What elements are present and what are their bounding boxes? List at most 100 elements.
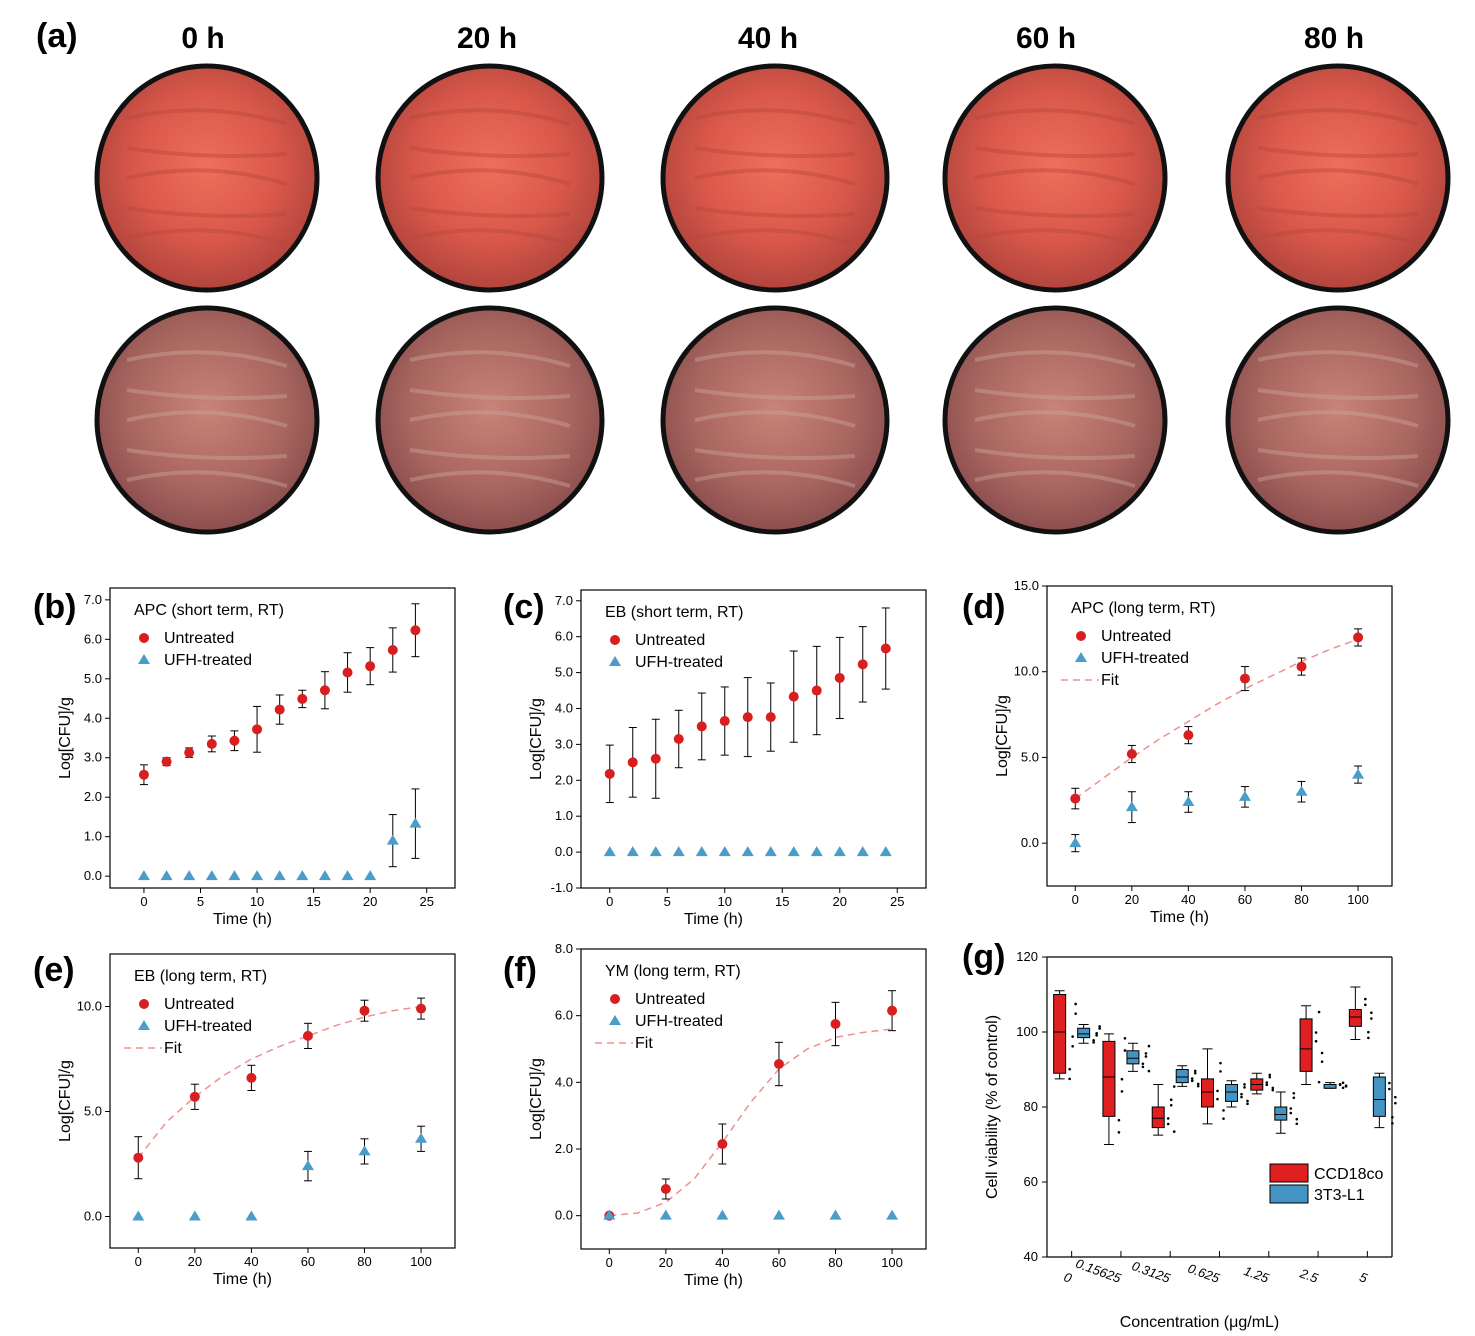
legend-label: Untreated — [635, 632, 705, 649]
treated-meat-photo-1 — [375, 305, 605, 535]
panel-label-f: (f) — [503, 951, 537, 989]
untreated-point — [229, 735, 240, 746]
legend-label: UFH-treated — [164, 1018, 252, 1035]
ufh-point — [1069, 837, 1082, 848]
legend-label: Fit — [1101, 672, 1119, 689]
y-tick-label: 100 — [1016, 1024, 1038, 1039]
raw-data-dot — [1169, 1098, 1173, 1101]
untreated-point — [184, 747, 195, 758]
ufh-point — [1238, 790, 1251, 801]
y-tick-label: -1.0 — [551, 880, 573, 895]
ufh-point — [787, 846, 800, 857]
meat-texture-streak — [694, 350, 856, 368]
ufh-point — [649, 846, 662, 857]
untreated-point — [719, 716, 730, 727]
untreated-point — [696, 721, 707, 732]
untreated-point — [274, 704, 285, 715]
legend-label: UFH-treated — [635, 1013, 723, 1030]
untreated-point — [1183, 730, 1194, 741]
x-tick-label: 1.25 — [1242, 1263, 1272, 1286]
raw-data-dot — [1394, 1095, 1397, 1099]
x-tick-label: 2.5 — [1297, 1265, 1321, 1286]
x-tick-label: 5 — [664, 894, 671, 909]
y-tick-label: 6.0 — [84, 631, 102, 646]
meat-texture-streak — [1257, 228, 1419, 246]
untreated-point — [857, 659, 868, 670]
chart-title: APC (short term, RT) — [134, 602, 284, 619]
meat-texture-streak — [409, 448, 571, 460]
ufh-point — [626, 846, 639, 857]
ufh-point — [137, 870, 150, 881]
3T3-L1-box — [1372, 1076, 1386, 1117]
raw-data-dot — [1367, 1030, 1370, 1034]
y-tick-label: 6.0 — [555, 1008, 573, 1023]
raw-data-dot — [1123, 1049, 1127, 1052]
y-tick-label: 5.0 — [1021, 749, 1039, 764]
untreated-point — [627, 757, 638, 768]
untreated-point — [604, 768, 615, 779]
ufh-point — [886, 1209, 899, 1220]
raw-data-dot — [1172, 1085, 1176, 1088]
chart-title: EB (long term, RT) — [134, 968, 267, 985]
raw-data-dot — [1314, 1039, 1318, 1043]
time-label-4: 80 h — [1304, 22, 1364, 55]
plot-frame — [580, 948, 927, 1250]
ufh-point — [718, 846, 731, 857]
y-tick-label: 2.0 — [84, 789, 102, 804]
meat-texture-streak — [974, 448, 1136, 460]
ufh-point — [318, 870, 331, 881]
legend-swatch — [1269, 1184, 1309, 1204]
x-tick-label: 20 — [363, 894, 377, 909]
untreated-point — [138, 769, 149, 780]
raw-data-dot — [1095, 1032, 1098, 1035]
x-tick-label: 60 — [301, 1254, 315, 1269]
y-tick-label: 7.0 — [555, 593, 573, 608]
x-axis-title: Concentration (μg/mL) — [1120, 1314, 1280, 1331]
meat-texture-streak — [126, 206, 288, 218]
y-tick-label: 10.0 — [1014, 664, 1039, 679]
untreated-point — [660, 1184, 671, 1194]
raw-data-dot — [1071, 1044, 1074, 1048]
untreated-point — [359, 1005, 370, 1016]
meat-photo-grid: 0 h 20 h 40 h 60 h 80 h — [94, 22, 1451, 535]
untreated-point — [673, 734, 684, 744]
raw-data-dot — [1190, 1077, 1194, 1080]
raw-data-dot — [1338, 1082, 1342, 1086]
ufh-point — [659, 1209, 672, 1220]
raw-data-dot — [1120, 1077, 1124, 1081]
chart-b: (b) 0 5 10 15 20 25 0.0 1.0 2.0 3.0 4.0 5.0 6.0 7.0 Tim… — [33, 587, 456, 928]
raw-data-dot — [1196, 1084, 1200, 1088]
meat-texture-streak — [974, 168, 1136, 186]
x-tick-label: 10 — [250, 894, 264, 909]
raw-data-dot — [1193, 1069, 1197, 1073]
raw-data-dot — [1068, 1077, 1071, 1081]
untreated-point — [1296, 661, 1307, 672]
raw-data-dot — [1367, 1036, 1370, 1040]
CCD18co-box — [1299, 1018, 1313, 1072]
meat-texture-streak — [974, 108, 1136, 126]
ufh-point — [695, 846, 708, 857]
plot-frame — [109, 587, 456, 889]
chart-title: YM (long term, RT) — [605, 963, 741, 980]
meat-texture-streak — [1257, 146, 1419, 158]
chart-title: EB (short term, RT) — [605, 604, 743, 621]
plot-frame — [109, 953, 456, 1249]
time-label-2: 40 h — [738, 22, 798, 55]
chart-title: APC (long term, RT) — [1071, 600, 1216, 617]
x-axis-title: Time (h) — [213, 1271, 272, 1288]
meat-texture-streak — [409, 388, 571, 400]
raw-data-dot — [1092, 1038, 1095, 1042]
meat-texture-streak — [409, 228, 571, 246]
chart-f: (f) 0 20 40 60 80 100 0.0 2.0 4.0 6.0 8.0 Time (h) Lo… — [503, 941, 927, 1289]
untreated-point — [1239, 673, 1250, 684]
y-tick-label: 0.0 — [555, 844, 573, 859]
meat-texture-streak — [126, 470, 288, 488]
y-tick-label: 4.0 — [84, 710, 102, 725]
raw-data-dot — [1243, 1086, 1246, 1089]
time-label-0: 0 h — [181, 22, 224, 55]
x-tick-label: 5 — [197, 894, 204, 909]
untreated-point — [811, 685, 822, 696]
treated-meat-photo-3 — [942, 305, 1168, 535]
legend-label: Untreated — [164, 630, 234, 647]
plot-frame — [1046, 585, 1393, 887]
